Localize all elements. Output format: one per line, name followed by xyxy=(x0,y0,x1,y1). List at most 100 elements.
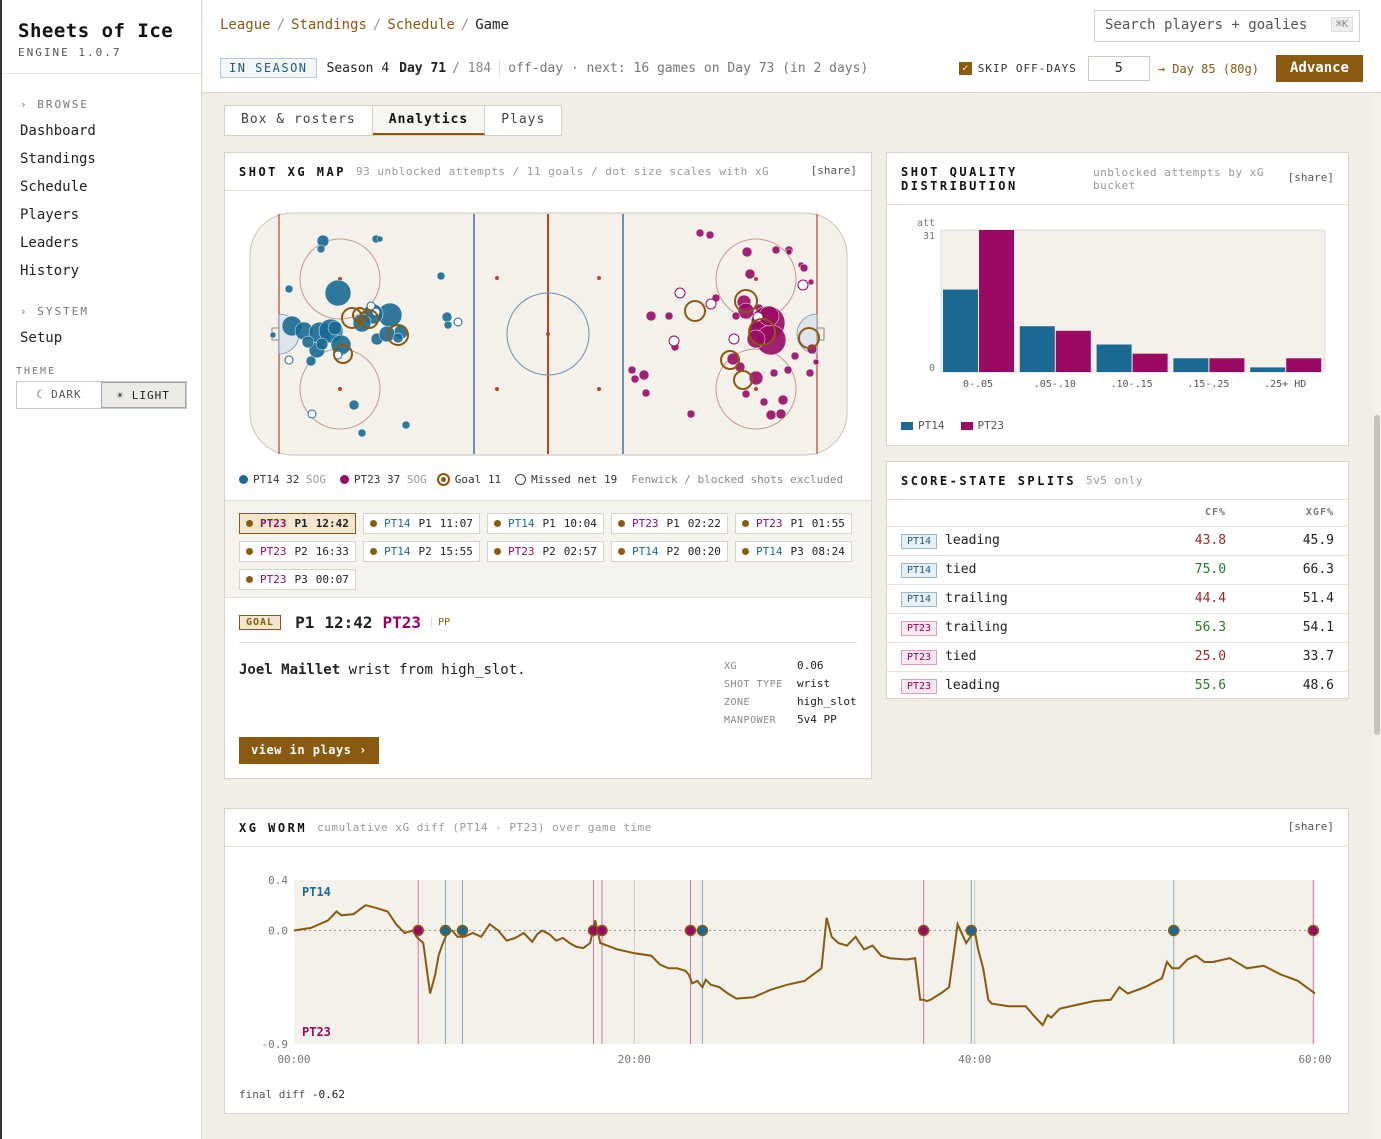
nav-standings[interactable]: Standings xyxy=(20,151,96,167)
goal-chip-time: 00:07 xyxy=(315,573,349,586)
shot-dot-pt23 xyxy=(627,365,637,375)
goal-ring xyxy=(359,309,379,329)
search-input[interactable]: Search players + goalies ⌘K xyxy=(1094,10,1360,42)
system-section-label: › SYSTEM xyxy=(20,305,89,318)
advance-button[interactable]: Advance xyxy=(1275,55,1363,82)
shot-dot-pt23 xyxy=(759,397,769,407)
xgf-value: 51.4 xyxy=(1240,584,1348,614)
theme-label: THEME xyxy=(16,366,57,377)
center-circle xyxy=(506,292,590,376)
crumb-league[interactable]: League xyxy=(220,17,271,33)
fenwick-note: Fenwick / blocked shots excluded xyxy=(631,473,844,486)
goal-chip-time: 11:07 xyxy=(439,517,473,530)
xg-worm-share-button[interactable]: [share] xyxy=(1287,820,1334,833)
xg-worm-chart: 0.4 0.0 -0.9 00:00 20:00 40:00 60:00 PT14 PT23 xyxy=(262,874,1332,1066)
goal-chip-team: PT14 xyxy=(384,517,411,530)
goal-chip-time: 00:20 xyxy=(687,545,721,558)
page-scrollbar[interactable] xyxy=(1373,93,1381,1139)
crumb-schedule[interactable]: Schedule xyxy=(387,17,455,33)
goal-ring xyxy=(352,307,368,323)
nav-players[interactable]: Players xyxy=(20,207,80,223)
xg-map-share-button[interactable]: [share] xyxy=(810,164,857,177)
goal-chip-time: 16:33 xyxy=(315,545,349,558)
nav-history[interactable]: History xyxy=(20,263,80,279)
theme-light-button[interactable]: ☀ LIGHT xyxy=(100,382,186,408)
goal-chips: PT23 P1 12:42 PT14 P1 11:07 PT14 P1 10:04 PT23 P1 0… xyxy=(239,513,857,590)
shot-dot-pt23 xyxy=(783,365,793,375)
scrollbar-thumb[interactable] xyxy=(1374,415,1380,735)
goal-legend-label: Goal xyxy=(454,473,482,486)
missed-dot-pt23 xyxy=(705,298,717,310)
worm-bottom-label: PT23 xyxy=(302,1025,331,1039)
goal-attr-value: 5v4 PP xyxy=(797,713,837,726)
team-badge: PT14 xyxy=(901,592,938,607)
season-status: IN SEASON Season 4 Day 71 / 184 off-day … xyxy=(220,57,868,79)
goal-chip[interactable]: PT23 P1 01:55 xyxy=(735,513,852,534)
view-in-plays-button[interactable]: view in plays › xyxy=(239,737,379,764)
rink-svg xyxy=(249,212,848,456)
theme-dark-button[interactable]: ☾ DARK xyxy=(35,388,82,401)
goal-chip-dot xyxy=(618,548,625,555)
table-row: PT23 trailing 56.3 54.1 xyxy=(887,613,1348,643)
goal-chip-dot xyxy=(246,520,253,527)
nav-leaders[interactable]: Leaders xyxy=(20,235,80,251)
goal-chip[interactable]: PT14 P1 10:04 xyxy=(487,513,604,534)
nav-setup[interactable]: Setup xyxy=(20,330,63,346)
score-state: leading xyxy=(945,678,1000,693)
goal-chip[interactable]: PT23 P3 00:07 xyxy=(239,569,356,590)
nav-schedule[interactable]: Schedule xyxy=(20,179,88,195)
tab-plays[interactable]: Plays xyxy=(501,112,546,127)
goal-chip[interactable]: PT23 P1 12:42 xyxy=(239,513,356,534)
cf-value: 75.0 xyxy=(1132,555,1241,585)
tab-box-rosters[interactable]: Box & rosters xyxy=(225,106,373,135)
missed-dot-pt23 xyxy=(797,279,809,291)
goal-description: Joel Maillet wrist from high_slot. xyxy=(239,662,526,678)
x-tick-label: 60:00 xyxy=(1298,1053,1331,1066)
missed-dot-pt14 xyxy=(284,355,294,365)
goal-chip-period: P2 xyxy=(666,545,680,558)
score-state-subtitle: 5v5 only xyxy=(1086,474,1144,487)
score-state-title: SCORE-STATE SPLITS xyxy=(901,473,1077,488)
goal-chip[interactable]: PT23 P2 16:33 xyxy=(239,541,356,562)
bar-pt23 xyxy=(1209,358,1245,372)
xgf-value: 48.6 xyxy=(1240,671,1348,701)
final-diff: final diff -0.62 xyxy=(239,1088,345,1101)
brand: Sheets of Ice ENGINE 1.0.7 xyxy=(2,0,201,74)
goal-detail: GOAL P1 12:42 PT23 PP Joel Maillet wrist… xyxy=(239,613,857,764)
season-number: Season 4 xyxy=(326,60,390,76)
goal-chip[interactable]: PT14 P1 11:07 xyxy=(363,513,480,534)
xg-map-card: SHOT XG MAP 93 unblocked attempts / 11 g… xyxy=(224,152,872,779)
advance-days-input[interactable]: 5 xyxy=(1087,56,1150,81)
goal-chip-team: PT23 xyxy=(260,517,287,530)
missed-dot-pt23 xyxy=(728,333,740,345)
goal-chip[interactable]: PT23 P1 02:22 xyxy=(611,513,728,534)
advance-controls: ✓ SKIP OFF-DAYS 5 → Day 85 (80g) Advance xyxy=(958,55,1381,82)
xg-worm-header: XG WORM cumulative xG diff (PT14 - PT23)… xyxy=(225,809,1348,847)
y-tick-label: 0 xyxy=(929,363,935,374)
tab-analytics[interactable]: Analytics xyxy=(372,106,486,135)
shot-dot-pt23 xyxy=(638,369,650,381)
shot-dot-pt14 xyxy=(348,399,360,411)
crumb-standings[interactable]: Standings xyxy=(291,17,367,33)
nav-dashboard[interactable]: Dashboard xyxy=(20,123,96,139)
xgf-value: 66.3 xyxy=(1240,555,1348,585)
search-placeholder: Search players + goalies xyxy=(1105,17,1308,33)
goal-ring xyxy=(333,344,353,364)
goal-chip[interactable]: PT14 P2 15:55 xyxy=(363,541,480,562)
worm-line xyxy=(293,904,1316,1027)
theme-switch: ☾ DARK ☀ LIGHT xyxy=(16,381,187,409)
shot-dot-pt14 xyxy=(301,335,315,349)
goal-chip-dot xyxy=(742,548,749,555)
breadcrumb: League / Standings / Schedule / Game xyxy=(220,17,509,33)
goal-attr-key: SHOT TYPE xyxy=(724,679,783,690)
goal-chip[interactable]: PT14 P3 08:24 xyxy=(735,541,852,562)
goal-chip[interactable]: PT23 P2 02:57 xyxy=(487,541,604,562)
skip-offdays-checkbox[interactable]: ✓ xyxy=(958,62,972,75)
goal-marker xyxy=(596,924,608,937)
row-label: PT14 leading xyxy=(887,526,1133,556)
goal-chip-time: 01:55 xyxy=(811,517,845,530)
x-tick-label: 20:00 xyxy=(618,1053,651,1066)
bar-pt23 xyxy=(1132,353,1168,372)
shot-quality-share-button[interactable]: [share] xyxy=(1287,171,1334,184)
goal-chip[interactable]: PT14 P2 00:20 xyxy=(611,541,728,562)
